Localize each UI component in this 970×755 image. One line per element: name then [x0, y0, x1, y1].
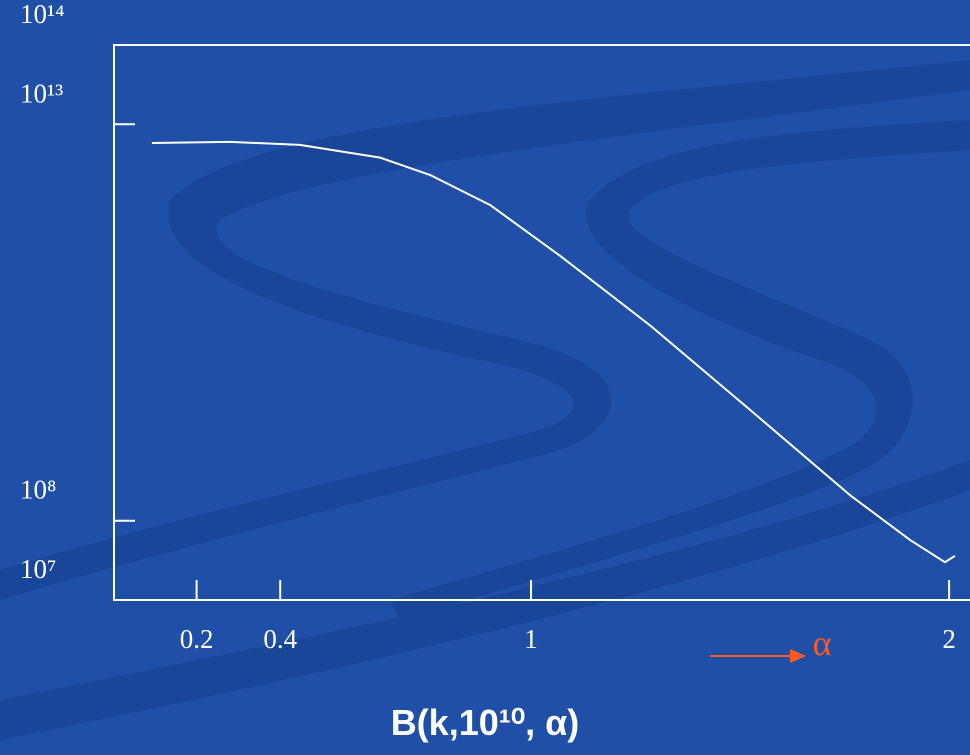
y-tick-label: 10¹³ — [20, 78, 63, 108]
x-tick-label: 1 — [524, 624, 538, 654]
y-tick-label: 10⁸ — [20, 475, 56, 505]
x-axis-label: B(k,10¹⁰, α) — [391, 702, 580, 743]
annotation: α — [813, 623, 832, 663]
x-tick-label: 2 — [942, 624, 956, 654]
x-tick-label: 0.2 — [180, 624, 214, 654]
x-tick-label: 0.4 — [263, 624, 297, 654]
y-tick-label: 10⁷ — [20, 554, 56, 584]
y-tick-label: 10¹⁴ — [20, 0, 65, 29]
chart: B(k,10¹⁰, α) 10¹⁴ 10¹³ 10⁸ 10⁷ 0.2 0.4 1 2 α — [0, 0, 970, 755]
